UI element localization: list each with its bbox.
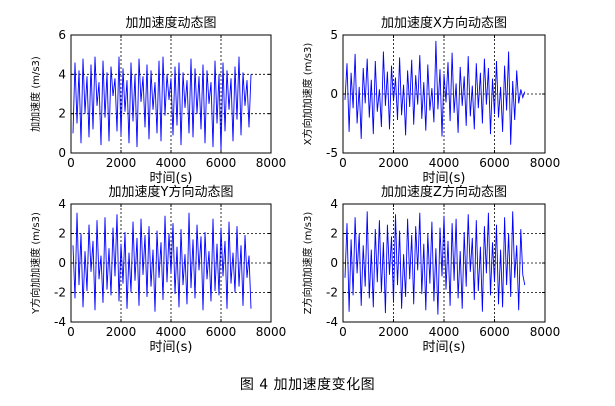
x-tick-label: 6000	[206, 325, 237, 339]
x-tick-label: 0	[339, 325, 347, 339]
x-tick-label: 8000	[530, 325, 561, 339]
x-tick-label: 8000	[256, 156, 287, 170]
x-tick-label: 4000	[156, 325, 187, 339]
x-axis-label: 时间(s)	[150, 340, 193, 355]
y-tick-label: -4	[326, 315, 338, 329]
y-axis-label: 加加速度 (m/s3)	[29, 56, 42, 132]
x-tick-label: 0	[67, 325, 75, 339]
series-line	[344, 40, 526, 145]
y-tick-label: 0	[58, 146, 66, 160]
x-tick-label: 0	[339, 156, 347, 170]
x-tick-label: 6000	[479, 156, 510, 170]
series-line	[344, 211, 526, 315]
x-tick-label: 4000	[429, 156, 460, 170]
y-tick-label: 4	[58, 197, 66, 211]
y-tick-label: -2	[326, 286, 338, 300]
x-tick-label: 6000	[206, 156, 237, 170]
y-tick-label: 5	[330, 28, 338, 42]
chart-title: 加加速度Z方向动态图	[381, 184, 507, 200]
series-line	[72, 56, 252, 152]
y-tick-label: 6	[58, 28, 66, 42]
chart-title: 加加速度Y方向动态图	[109, 184, 234, 200]
x-axis-label: 时间(s)	[150, 171, 193, 186]
figure-caption: 图 4 加加速度变化图	[239, 377, 376, 393]
chart-panel-2: 0 2000 4000 6000 8000-505加加速度X方向动态图时间(s)X方向加…	[301, 15, 560, 186]
y-axis-label: Z方向加加速度 (m/s3)	[301, 212, 314, 315]
y-tick-label: 2	[58, 227, 66, 241]
y-tick-label: -2	[54, 286, 66, 300]
y-tick-label: -4	[54, 315, 66, 329]
x-tick-label: 4000	[429, 325, 460, 339]
x-tick-label: 2000	[106, 156, 137, 170]
y-tick-label: 0	[330, 87, 338, 101]
y-axis-label: X方向加加速度 (m/s3)	[301, 43, 314, 146]
x-tick-label: 8000	[530, 156, 561, 170]
y-tick-label: -5	[326, 146, 338, 160]
x-tick-label: 4000	[156, 156, 187, 170]
x-tick-label: 6000	[479, 325, 510, 339]
x-axis-label: 时间(s)	[423, 171, 466, 186]
series-line	[72, 212, 252, 312]
chart-title: 加加速度动态图	[125, 15, 216, 31]
y-tick-label: 4	[58, 67, 66, 81]
y-tick-label: 2	[58, 107, 66, 121]
chart-title: 加加速度X方向动态图	[381, 15, 507, 31]
x-tick-label: 2000	[378, 156, 409, 170]
x-tick-label: 2000	[378, 325, 409, 339]
y-axis-label: Y方向加加速度 (m/s3)	[29, 212, 42, 315]
y-tick-label: 0	[330, 256, 338, 270]
x-tick-label: 8000	[256, 325, 287, 339]
x-tick-label: 2000	[106, 325, 137, 339]
x-axis-label: 时间(s)	[423, 340, 466, 355]
x-tick-label: 0	[67, 156, 75, 170]
y-tick-label: 0	[58, 256, 66, 270]
y-tick-label: 2	[330, 227, 338, 241]
y-tick-label: 4	[330, 197, 338, 211]
